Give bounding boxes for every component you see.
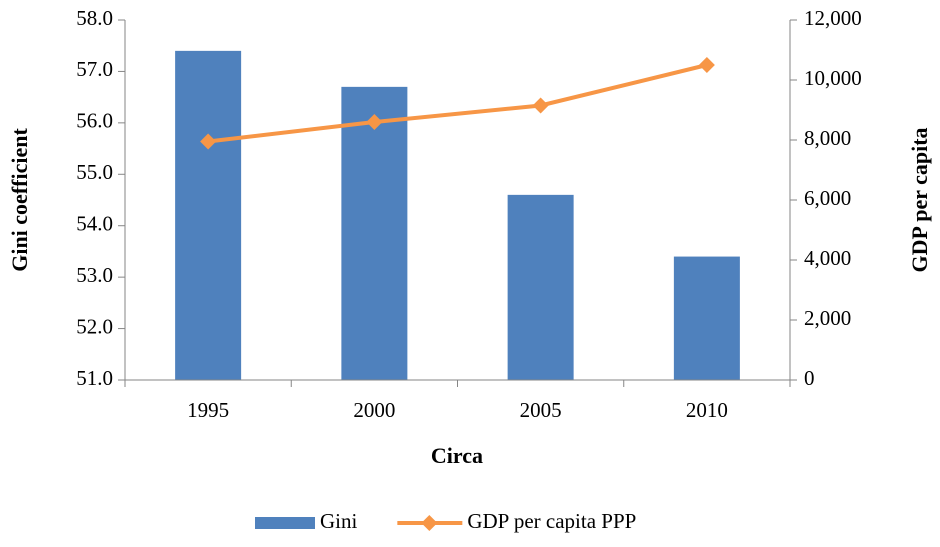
y-tick-label: 58.0 xyxy=(76,6,113,30)
marker xyxy=(698,57,715,73)
marker xyxy=(366,114,383,130)
legend-marker xyxy=(421,515,438,531)
y-tick-label: 57.0 xyxy=(76,57,113,81)
y-axis-title: Gini coefficient xyxy=(7,128,32,272)
y2-axis-title: GDP per capita xyxy=(907,127,932,272)
y2-tick-label: 12,000 xyxy=(804,6,862,30)
y-tick-label: 52.0 xyxy=(76,314,113,338)
y-tick-label: 55.0 xyxy=(76,160,113,184)
y-tick-label: 54.0 xyxy=(76,212,113,236)
y2-tick-label: 2,000 xyxy=(804,306,851,330)
y-tick-label: 56.0 xyxy=(76,109,113,133)
y2-tick-label: 8,000 xyxy=(804,126,851,150)
marker xyxy=(200,133,217,150)
x-tick-label: 1995 xyxy=(187,398,229,422)
y2-tick-label: 0 xyxy=(804,366,815,390)
bar xyxy=(673,256,740,380)
legend-label: Gini xyxy=(320,509,358,533)
y2-tick-label: 6,000 xyxy=(804,186,851,210)
y-tick-label: 53.0 xyxy=(76,263,113,287)
x-tick-label: 2010 xyxy=(686,398,728,422)
x-tick-label: 2005 xyxy=(520,398,562,422)
y-tick-label: 51.0 xyxy=(76,366,113,390)
y2-tick-label: 10,000 xyxy=(804,66,862,90)
line xyxy=(207,63,708,144)
marker xyxy=(532,97,549,114)
x-tick-label: 2000 xyxy=(353,398,395,422)
x-axis-title: Circa xyxy=(431,443,483,468)
bar xyxy=(175,50,242,380)
bar xyxy=(341,86,408,380)
bar xyxy=(507,194,574,380)
legend-swatch xyxy=(255,517,315,529)
y2-tick-label: 4,000 xyxy=(804,246,851,270)
legend-label: GDP per capita PPP xyxy=(467,509,636,533)
